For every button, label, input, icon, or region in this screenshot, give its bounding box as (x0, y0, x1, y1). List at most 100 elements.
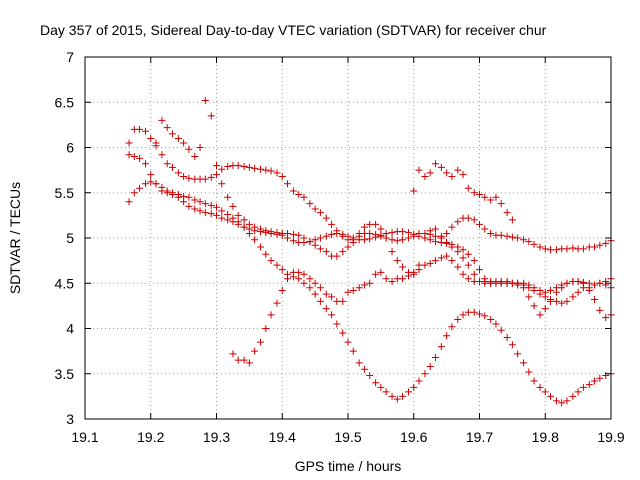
data-point (591, 377, 599, 385)
data-point (530, 377, 538, 385)
data-point (224, 163, 232, 171)
data-point (388, 277, 396, 285)
data-point (278, 286, 286, 294)
x-tick-label: 19.2 (137, 429, 164, 445)
data-point (514, 234, 522, 242)
data-point (284, 275, 292, 283)
data-point (574, 277, 582, 285)
data-points (125, 96, 615, 407)
data-point (492, 320, 500, 328)
data-point (218, 180, 226, 188)
data-point (530, 240, 538, 248)
data-point (229, 350, 237, 358)
data-point (372, 379, 380, 387)
data-point (596, 306, 604, 314)
data-point (185, 174, 193, 182)
data-point (213, 211, 220, 219)
data-point (426, 363, 434, 371)
data-point (180, 139, 188, 147)
data-point (300, 234, 308, 242)
data-point (245, 220, 253, 228)
data-point (344, 288, 352, 296)
data-point (525, 238, 533, 246)
data-point (530, 286, 538, 294)
data-point (487, 229, 495, 237)
data-point (130, 153, 138, 161)
data-point (278, 266, 286, 274)
data-point (399, 236, 407, 244)
data-point (476, 191, 483, 199)
data-point (322, 214, 330, 222)
data-point (459, 311, 467, 319)
data-point (536, 311, 544, 319)
data-point (585, 286, 593, 294)
data-point (316, 284, 324, 292)
data-point (443, 239, 451, 247)
data-point (503, 209, 511, 217)
data-point (262, 227, 270, 235)
data-point (410, 383, 418, 391)
data-point (366, 220, 374, 228)
x-tick-label: 19.6 (400, 429, 427, 445)
data-point (437, 163, 445, 171)
data-point (349, 286, 357, 294)
data-point (602, 372, 610, 380)
data-point (476, 310, 483, 318)
x-tick-label: 19.5 (334, 429, 361, 445)
data-point (251, 347, 259, 355)
data-point (410, 268, 418, 276)
data-point (306, 238, 314, 246)
data-point (377, 383, 385, 391)
data-point (421, 172, 429, 180)
data-point (382, 275, 390, 283)
data-point (245, 229, 253, 237)
data-point (377, 225, 385, 233)
data-point (257, 225, 265, 233)
y-tick-label: 4 (66, 321, 74, 337)
data-point (234, 218, 242, 226)
data-point (328, 293, 336, 301)
data-point (591, 296, 599, 304)
data-point (125, 198, 133, 206)
chart-title: Day 357 of 2015, Sidereal Day-to-day VTE… (40, 22, 547, 38)
x-tick-label: 19.4 (269, 429, 296, 445)
data-point (596, 241, 604, 249)
data-point (366, 372, 374, 380)
data-point (339, 232, 347, 240)
data-point (366, 229, 374, 237)
data-point (520, 359, 528, 367)
data-point (158, 183, 166, 191)
data-point (213, 203, 220, 211)
data-point (152, 180, 160, 188)
data-point (487, 315, 495, 323)
data-point (180, 172, 188, 180)
data-point (569, 244, 577, 252)
data-point (201, 200, 209, 208)
data-point (481, 277, 489, 285)
data-point (284, 180, 292, 188)
data-point (382, 234, 390, 242)
data-point (541, 305, 549, 313)
data-point (349, 347, 357, 355)
data-point (415, 166, 423, 174)
data-point (547, 297, 555, 305)
data-point (558, 284, 566, 292)
data-point (218, 214, 226, 222)
data-point (262, 325, 270, 332)
data-point (273, 229, 281, 237)
x-axis-label: GPS time / hours (295, 458, 402, 474)
data-point (503, 277, 511, 285)
data-point (300, 270, 308, 278)
data-point (278, 172, 286, 180)
data-point (360, 223, 368, 231)
data-point (547, 286, 555, 294)
data-point (443, 252, 451, 260)
data-point (306, 284, 314, 292)
data-point (328, 220, 336, 228)
data-point (459, 246, 467, 254)
data-point (372, 220, 380, 228)
series-track-f (410, 160, 516, 224)
data-point (464, 214, 472, 222)
data-point (563, 397, 571, 405)
data-point (251, 223, 259, 231)
